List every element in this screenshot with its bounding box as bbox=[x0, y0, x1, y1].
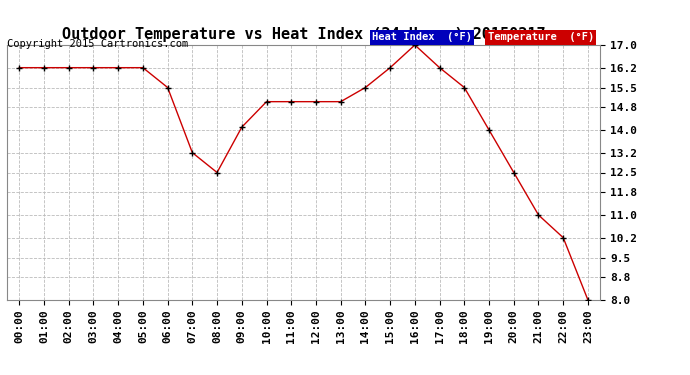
Title: Outdoor Temperature vs Heat Index (24 Hours) 20150217: Outdoor Temperature vs Heat Index (24 Ho… bbox=[62, 27, 545, 42]
Text: Temperature  (°F): Temperature (°F) bbox=[488, 33, 594, 42]
Text: Copyright 2015 Cartronics.com: Copyright 2015 Cartronics.com bbox=[7, 39, 188, 50]
Text: Heat Index  (°F): Heat Index (°F) bbox=[372, 33, 472, 42]
